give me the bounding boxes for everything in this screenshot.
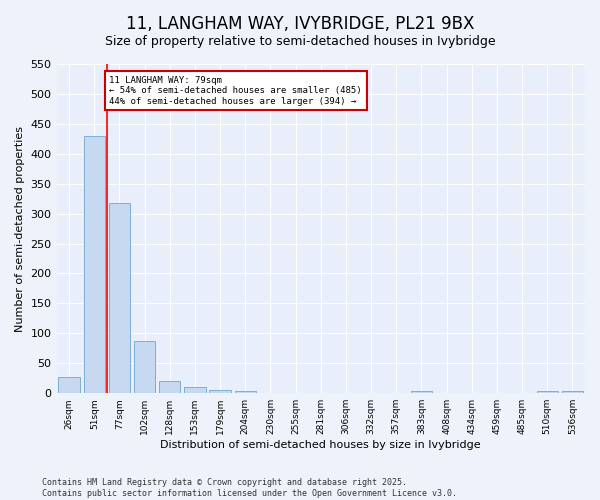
Bar bbox=[58, 377, 80, 393]
X-axis label: Distribution of semi-detached houses by size in Ivybridge: Distribution of semi-detached houses by … bbox=[160, 440, 481, 450]
Text: Size of property relative to semi-detached houses in Ivybridge: Size of property relative to semi-detach… bbox=[104, 35, 496, 48]
Bar bbox=[411, 391, 432, 393]
Bar bbox=[235, 391, 256, 393]
Bar bbox=[109, 203, 130, 393]
Bar bbox=[159, 380, 181, 393]
Bar bbox=[184, 387, 206, 393]
Bar bbox=[83, 136, 105, 393]
Text: Contains HM Land Registry data © Crown copyright and database right 2025.
Contai: Contains HM Land Registry data © Crown c… bbox=[42, 478, 457, 498]
Bar bbox=[562, 391, 583, 393]
Text: 11 LANGHAM WAY: 79sqm
← 54% of semi-detached houses are smaller (485)
44% of sem: 11 LANGHAM WAY: 79sqm ← 54% of semi-deta… bbox=[109, 76, 362, 106]
Text: 11, LANGHAM WAY, IVYBRIDGE, PL21 9BX: 11, LANGHAM WAY, IVYBRIDGE, PL21 9BX bbox=[126, 15, 474, 33]
Bar bbox=[209, 390, 231, 393]
Bar bbox=[134, 341, 155, 393]
Y-axis label: Number of semi-detached properties: Number of semi-detached properties bbox=[15, 126, 25, 332]
Bar bbox=[536, 391, 558, 393]
